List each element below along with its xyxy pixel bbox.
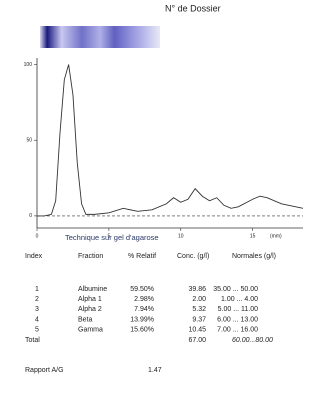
ratio-value: 1.47 [148, 367, 162, 374]
column-header: Normales (g/l) [232, 253, 276, 260]
background [0, 0, 307, 394]
table-cell: Albumine [78, 286, 107, 293]
table-cell: Alpha 1 [78, 296, 102, 303]
table-cell: Alpha 2 [78, 306, 102, 313]
table-cell: 3 [35, 306, 39, 313]
table-cell: 2.98% [134, 296, 154, 303]
column-header: Fraction [78, 253, 103, 260]
x-axis-label: (mm) [270, 233, 282, 239]
table-cell: 15.60% [130, 327, 154, 334]
table-cell: 5 [35, 327, 39, 334]
column-header: Conc. (g/l) [177, 253, 209, 260]
table-cell: 13.99% [130, 316, 154, 323]
table-cell: 5.00 ... 11.00 [218, 306, 258, 313]
header-title: N° de Dossier [165, 3, 221, 13]
x-tick-label: 0 [36, 233, 39, 239]
total-cell: 67.00 [188, 337, 206, 344]
table-cell: 9.37 [192, 316, 206, 323]
table-cell: 2.00 [192, 296, 206, 303]
y-tick-label: 50 [26, 138, 32, 144]
table-cell: 59.50% [130, 286, 154, 293]
x-tick-label: 10 [178, 233, 184, 239]
column-header: Index [25, 253, 43, 260]
gel-band [40, 26, 160, 48]
table-cell: 5.32 [192, 306, 206, 313]
ratio-label: Rapport A/G [25, 367, 64, 374]
table-cell: 39.86 [188, 286, 206, 293]
table-cell: 4 [35, 316, 39, 323]
table-cell: 35.00 ... 50.00 [213, 286, 258, 293]
table-cell: Gamma [78, 327, 103, 334]
table-cell: 6.00 ... 13.00 [217, 316, 258, 323]
x-tick-label: 15 [250, 233, 256, 239]
y-tick-label: 100 [24, 62, 33, 68]
table-cell: 10.45 [188, 327, 206, 334]
table-cell: 2 [35, 296, 39, 303]
y-tick-label: 0 [29, 213, 32, 219]
table-cell: 7.94% [134, 306, 154, 313]
table-cell: Beta [78, 316, 93, 323]
method: Technique sur gel d'agarose [65, 233, 159, 242]
page: N° de Dossier Technique sur gel d'agaros… [0, 0, 307, 394]
table-cell: 7.00 ... 16.00 [217, 327, 258, 334]
column-header: % Relatif [128, 253, 156, 260]
x-tick-label: 5 [108, 233, 111, 239]
total-cell: 60.00...80.00 [232, 337, 273, 344]
table-cell: 1 [35, 286, 39, 293]
table-cell: 1.00 ... 4.00 [221, 296, 258, 303]
total-cell: Total [25, 337, 40, 344]
